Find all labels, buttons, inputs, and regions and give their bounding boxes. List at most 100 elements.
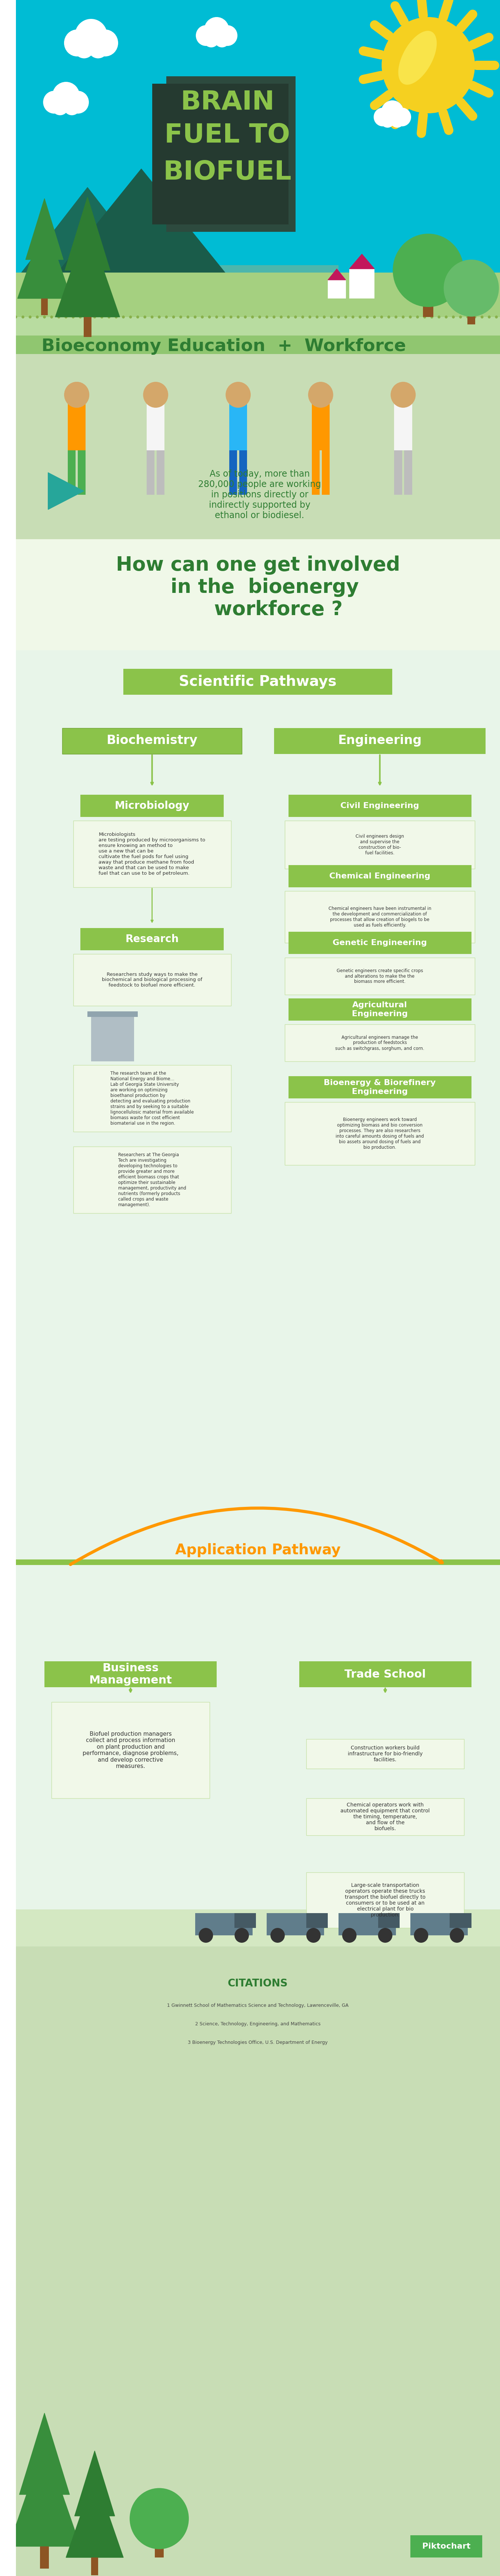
Circle shape xyxy=(374,108,392,126)
Bar xyxy=(40,2545,49,2568)
Circle shape xyxy=(380,314,383,319)
Circle shape xyxy=(390,113,404,129)
Text: BRAIN: BRAIN xyxy=(180,90,274,116)
Circle shape xyxy=(381,100,404,124)
Bar xyxy=(155,2530,164,2558)
Text: Large-scale transportation
operators operate these trucks
transport the biofuel : Large-scale transportation operators ope… xyxy=(345,1883,425,1917)
Bar xyxy=(78,451,86,495)
Bar xyxy=(239,451,247,495)
Circle shape xyxy=(351,314,354,319)
Bar xyxy=(146,451,154,495)
Circle shape xyxy=(366,314,368,319)
Circle shape xyxy=(51,98,68,116)
Bar xyxy=(288,1077,471,1097)
Circle shape xyxy=(266,314,268,319)
Bar xyxy=(404,451,412,495)
Bar xyxy=(285,1103,475,1164)
Circle shape xyxy=(196,26,216,46)
Circle shape xyxy=(204,18,229,44)
Polygon shape xyxy=(328,268,346,281)
Bar xyxy=(274,729,485,755)
Circle shape xyxy=(394,314,398,319)
Circle shape xyxy=(129,314,132,319)
Circle shape xyxy=(201,314,203,319)
Circle shape xyxy=(301,314,304,319)
Circle shape xyxy=(450,1927,464,1942)
Circle shape xyxy=(401,314,404,319)
Polygon shape xyxy=(48,471,84,510)
Circle shape xyxy=(342,1927,356,1942)
Circle shape xyxy=(393,108,411,126)
Circle shape xyxy=(186,314,190,319)
Text: Biofuel production managers
collect and process information
on plant production : Biofuel production managers collect and … xyxy=(82,1731,178,1770)
Circle shape xyxy=(270,1927,285,1942)
Text: Bioenergy engineers work toward
optimizing biomass and bio conversion
processes.: Bioenergy engineers work toward optimizi… xyxy=(336,1118,424,1149)
Text: CITATIONS: CITATIONS xyxy=(228,1978,288,1989)
Circle shape xyxy=(115,314,117,319)
Bar xyxy=(146,399,164,451)
Bar xyxy=(16,281,500,353)
Circle shape xyxy=(194,314,197,319)
Bar xyxy=(288,933,471,953)
Bar xyxy=(394,399,412,451)
Circle shape xyxy=(337,314,340,319)
Polygon shape xyxy=(16,188,159,281)
Bar xyxy=(410,1914,468,1935)
Circle shape xyxy=(452,314,455,319)
Circle shape xyxy=(308,381,333,407)
Bar xyxy=(41,299,48,314)
Polygon shape xyxy=(65,196,110,270)
Circle shape xyxy=(75,18,108,52)
Bar xyxy=(229,399,247,451)
Circle shape xyxy=(378,1927,392,1942)
Circle shape xyxy=(71,314,74,319)
Text: Piktochart: Piktochart xyxy=(422,2543,470,2550)
Text: FUEL TO: FUEL TO xyxy=(164,124,290,149)
Bar xyxy=(285,958,475,994)
Circle shape xyxy=(358,314,361,319)
Bar xyxy=(394,451,402,495)
Circle shape xyxy=(198,1927,213,1942)
Bar xyxy=(16,1909,500,1947)
Text: How can one get involved
  in the  bioenergy
      workforce ?: How can one get involved in the bioenerg… xyxy=(116,556,400,618)
Bar xyxy=(311,451,320,495)
Circle shape xyxy=(388,314,390,319)
Circle shape xyxy=(100,314,103,319)
Bar xyxy=(234,1914,256,1927)
Circle shape xyxy=(144,314,146,319)
Bar xyxy=(410,2535,482,2558)
Circle shape xyxy=(64,381,89,407)
Bar xyxy=(285,1025,475,1061)
Bar xyxy=(16,1558,500,1566)
Text: Microbiology: Microbiology xyxy=(114,801,190,811)
Text: Application Pathway: Application Pathway xyxy=(175,1543,340,1558)
Circle shape xyxy=(222,314,225,319)
Bar xyxy=(152,82,288,224)
Bar xyxy=(450,1914,471,1927)
Bar xyxy=(87,1012,138,1018)
Circle shape xyxy=(226,381,250,407)
Bar xyxy=(288,866,471,886)
Bar xyxy=(16,309,500,335)
Text: BIOFUEL: BIOFUEL xyxy=(163,160,291,185)
Circle shape xyxy=(74,36,94,59)
Circle shape xyxy=(218,26,238,46)
Text: 1 Gwinnett School of Mathematics Science and Technology, Lawrenceville, GA: 1 Gwinnett School of Mathematics Science… xyxy=(167,2004,348,2009)
Circle shape xyxy=(122,314,125,319)
Text: Bioeconomy Education  +  Workforce: Bioeconomy Education + Workforce xyxy=(42,337,406,355)
Circle shape xyxy=(444,260,499,317)
Circle shape xyxy=(488,314,490,319)
Text: Chemical operators work with
automated equipment that control
the timing, temper: Chemical operators work with automated e… xyxy=(340,1803,430,1832)
Circle shape xyxy=(414,1927,428,1942)
Bar xyxy=(80,796,224,817)
Circle shape xyxy=(63,98,80,116)
Bar xyxy=(322,451,330,495)
Text: Business
Management: Business Management xyxy=(89,1662,172,1685)
Bar xyxy=(311,399,330,451)
Bar xyxy=(51,1703,209,1798)
Bar xyxy=(68,399,86,451)
Bar xyxy=(16,649,500,1538)
Circle shape xyxy=(179,314,182,319)
Bar xyxy=(123,670,392,696)
Ellipse shape xyxy=(398,31,436,85)
